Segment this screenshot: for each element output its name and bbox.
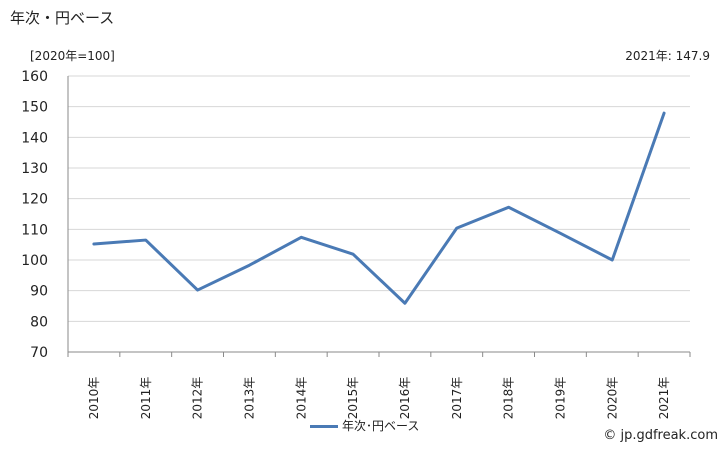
y-tick-label-140: 140 — [21, 130, 48, 146]
y-axis-ticks: 70 80 90 100 110 120 130 140 150 160 — [21, 69, 48, 361]
chart-title: 年次・円ベース — [10, 9, 115, 27]
source-credit: © jp.gdfreak.com — [603, 428, 718, 443]
x-tick-label-8: 2018年 — [502, 377, 516, 420]
legend-label: 年次･円ベース — [342, 419, 420, 433]
y-tick-label-130: 130 — [21, 161, 48, 177]
legend-swatch — [310, 424, 338, 428]
x-tick-label-7: 2017年 — [450, 377, 464, 420]
x-tick-label-6: 2016年 — [398, 377, 412, 420]
x-tick-label-10: 2020年 — [605, 377, 619, 420]
legend: 年次･円ベース — [310, 418, 419, 434]
series-line-0 — [92, 111, 666, 305]
y-tick-label-100: 100 — [21, 253, 48, 269]
x-tick-label-3: 2013年 — [242, 377, 256, 420]
y-tick-label-90: 90 — [30, 284, 48, 300]
y-tick-label-70: 70 — [30, 345, 48, 361]
x-tick-label-1: 2011年 — [139, 377, 153, 420]
y-tick-label-110: 110 — [21, 222, 48, 238]
axis-layer — [67, 76, 690, 353]
x-axis-ticks: 2010年 2011年 2012年 2013年 2014年 2015年 2016年 2017年… — [67, 352, 691, 420]
x-tick-label-9: 2019年 — [553, 377, 567, 420]
x-tick-label-5: 2015年 — [346, 377, 360, 420]
x-tick-label-0: 2010年 — [87, 377, 101, 420]
series-layer — [92, 111, 666, 305]
y-tick-label-160: 160 — [21, 69, 48, 85]
x-tick-label-2: 2012年 — [191, 377, 205, 420]
grid-layer — [68, 75, 690, 353]
y-tick-label-150: 150 — [21, 100, 48, 116]
unit-label: [2020年=100] — [30, 49, 115, 63]
x-tick-label-4: 2014年 — [294, 377, 308, 420]
y-tick-label-120: 120 — [21, 192, 48, 208]
x-tick-label-11: 2021年 — [657, 377, 671, 420]
latest-value-note: 2021年: 147.9 — [625, 49, 710, 63]
y-tick-label-80: 80 — [30, 314, 48, 330]
